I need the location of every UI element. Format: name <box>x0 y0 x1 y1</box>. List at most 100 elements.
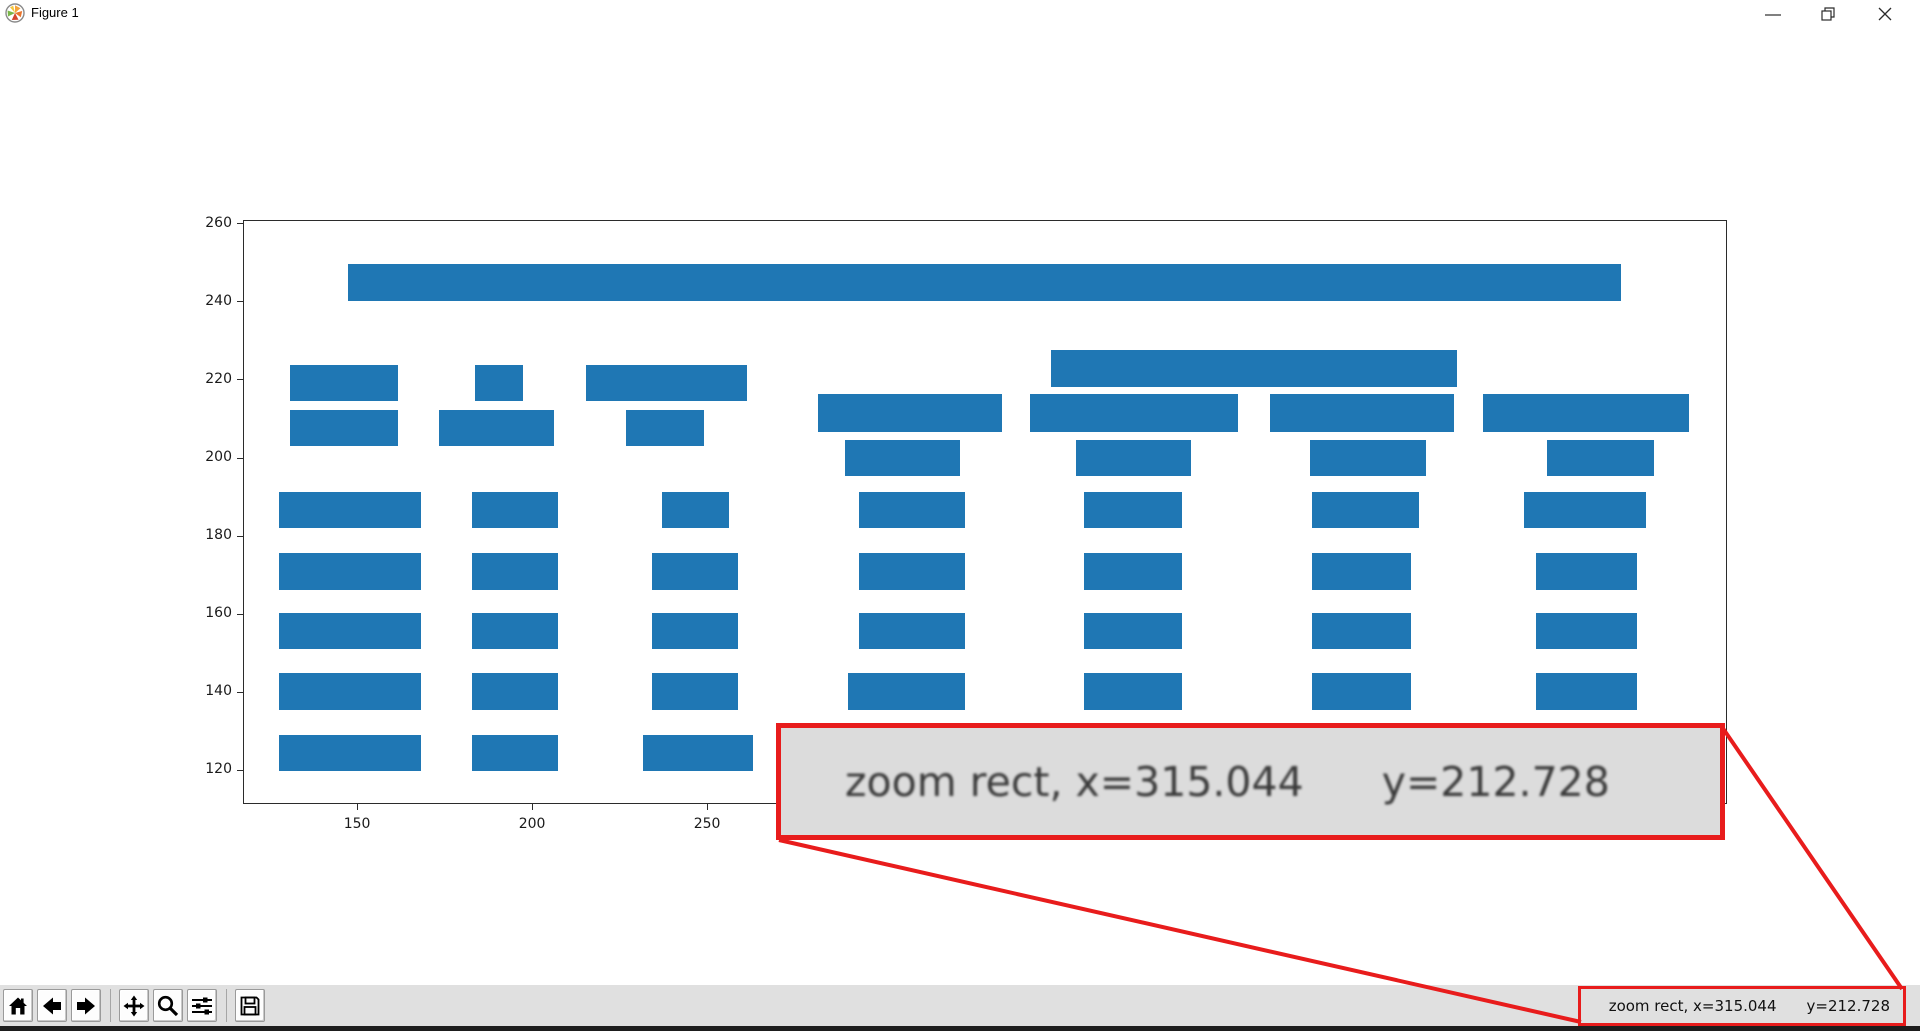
pan-button[interactable] <box>119 989 149 1022</box>
bar-segment <box>277 611 423 651</box>
bar-segment <box>584 364 748 402</box>
y-tick-mark <box>237 769 243 771</box>
bar-segment <box>1050 349 1459 388</box>
bar-segment <box>470 611 560 651</box>
y-tick-mark <box>237 301 243 303</box>
bar-segment <box>288 364 400 402</box>
bar-segment <box>651 552 740 591</box>
bar-segment <box>1481 393 1690 433</box>
bar-segment <box>1523 491 1648 529</box>
toolbar-buttons <box>3 989 269 1022</box>
bar-segment <box>1534 552 1638 591</box>
toolbar-separator <box>226 989 227 1022</box>
zoom-callout-box: zoom rect, x=315.044 y=212.728 <box>776 723 1725 840</box>
close-button[interactable] <box>1862 0 1908 28</box>
x-tick-label: 150 <box>343 816 371 832</box>
bar-segment <box>437 409 556 447</box>
bar-segment <box>660 491 731 529</box>
bar-segment <box>1534 671 1638 711</box>
bar-segment <box>346 262 1622 302</box>
y-tick-label: 260 <box>205 214 232 231</box>
status-coords-x: zoom rect, x=315.044 <box>1608 996 1777 1015</box>
bar-segment <box>1534 611 1638 651</box>
pan-icon <box>123 995 145 1016</box>
bar-segment <box>277 734 423 773</box>
x-tick-mark <box>706 804 708 810</box>
bar-segment <box>641 734 755 773</box>
bar-segment <box>277 671 423 711</box>
bar-segment <box>1082 611 1184 651</box>
bar-segment <box>1074 439 1193 478</box>
y-tick-label: 200 <box>205 449 232 465</box>
forward-arrow-icon <box>77 997 95 1014</box>
y-tick-label: 220 <box>205 370 232 387</box>
y-tick-mark <box>237 379 243 381</box>
y-tick-mark <box>237 535 243 537</box>
x-tick-label: 200 <box>518 816 546 832</box>
bar-segment <box>277 491 423 529</box>
y-tick-label: 160 <box>205 605 232 621</box>
zoom-callout-text: zoom rect, x=315.044 y=212.728 <box>781 758 1610 806</box>
status-highlight-rect <box>1578 986 1906 1026</box>
bar-segment <box>288 409 400 447</box>
y-tick-mark <box>237 457 243 459</box>
bar-segment <box>846 671 966 711</box>
bar-segment <box>474 364 524 402</box>
bar-segment <box>843 439 962 478</box>
bar-segment <box>858 552 966 591</box>
y-tick-label: 120 <box>205 761 232 778</box>
toolbar-separator <box>110 989 111 1022</box>
magnifier-icon <box>157 995 179 1016</box>
bar-segment <box>1082 491 1184 529</box>
configure-subplots-button[interactable] <box>187 989 217 1022</box>
y-tick-label: 140 <box>205 683 232 699</box>
y-tick-mark <box>237 613 243 615</box>
restore-icon <box>1821 7 1835 21</box>
bar-segment <box>470 491 560 529</box>
matplotlib-logo-icon <box>5 3 25 23</box>
bar-segment <box>470 552 560 591</box>
bar-segment <box>470 671 560 711</box>
bar-segment <box>1310 611 1412 651</box>
bar-segment <box>1310 671 1412 711</box>
bar-segment <box>858 611 966 651</box>
bar-segment <box>1310 491 1421 529</box>
y-tick-mark <box>237 691 243 693</box>
bar-segment <box>1309 439 1427 478</box>
y-tick-label: 180 <box>205 527 232 543</box>
bottom-window-edge <box>0 1026 1920 1031</box>
close-icon <box>1878 7 1892 21</box>
home-icon <box>9 997 27 1014</box>
back-arrow-icon <box>43 997 61 1014</box>
save-button[interactable] <box>235 989 265 1022</box>
zoom-callout-coords-y: y=212.728 <box>1381 757 1610 806</box>
bar-segment <box>858 491 966 529</box>
status-message: zoom rect, x=315.044 y=212.728 <box>1609 985 1890 1026</box>
x-tick-mark <box>531 804 533 810</box>
x-tick-mark <box>356 804 358 810</box>
zoom-callout-coords-x: zoom rect, x=315.044 <box>845 757 1304 806</box>
window-title: Figure 1 <box>31 5 79 20</box>
bar-segment <box>1082 671 1184 711</box>
bar-segment <box>1310 552 1412 591</box>
back-button[interactable] <box>37 989 67 1022</box>
zoom-rect-button[interactable] <box>153 989 183 1022</box>
sliders-icon <box>192 997 212 1014</box>
bar-segment <box>651 671 740 711</box>
bar-segment <box>817 393 1004 433</box>
minimize-icon <box>1765 14 1781 16</box>
y-tick-mark <box>237 223 243 225</box>
titlebar: Figure 1 <box>0 0 1920 28</box>
bar-segment <box>1268 393 1455 433</box>
restore-button[interactable] <box>1805 0 1851 28</box>
forward-button[interactable] <box>71 989 101 1022</box>
home-button[interactable] <box>3 989 33 1022</box>
minimize-button[interactable] <box>1750 0 1796 28</box>
save-floppy-icon <box>240 996 260 1015</box>
bar-segment <box>1082 552 1184 591</box>
bar-segment <box>625 409 705 447</box>
x-tick-label: 250 <box>693 816 721 832</box>
bar-segment <box>277 552 423 591</box>
plot-canvas[interactable] <box>243 220 1727 804</box>
